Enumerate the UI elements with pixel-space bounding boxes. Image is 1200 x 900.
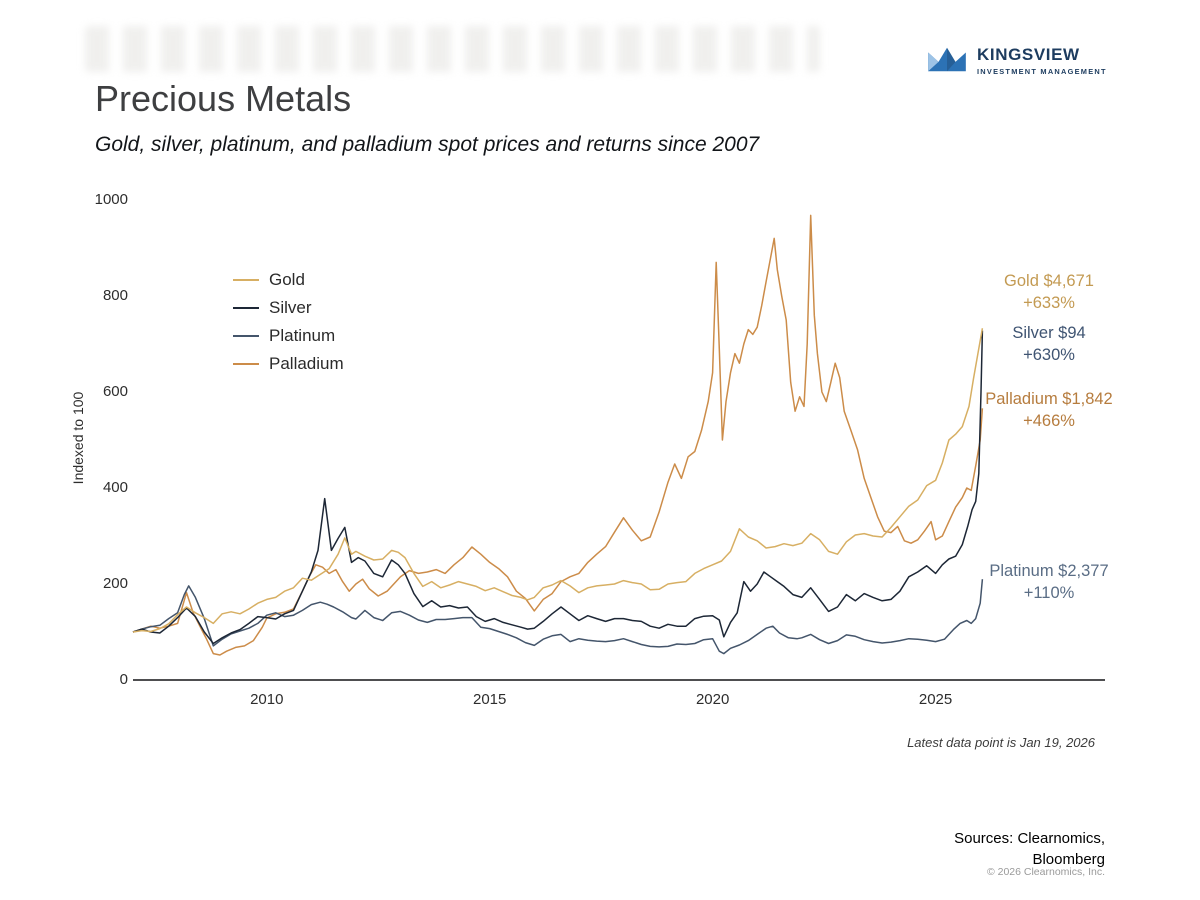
legend-item-gold: Gold — [233, 266, 344, 294]
copyright: © 2026 Clearnomics, Inc. — [986, 866, 1105, 878]
legend-label-palladium: Palladium — [269, 354, 344, 373]
legend-item-palladium: Palladium — [233, 350, 344, 378]
ghost-watermark — [85, 26, 820, 72]
sources-line2: Bloomberg — [1032, 851, 1105, 868]
legend-label-silver: Silver — [269, 298, 312, 317]
platinum-line-swatch — [233, 335, 259, 337]
y-tick-600: 600 — [102, 383, 128, 400]
legend-item-platinum: Platinum — [233, 322, 344, 350]
legend-label-platinum: Platinum — [269, 326, 336, 345]
annotation-platinum-change: +110% — [1023, 584, 1075, 602]
page-title: Precious Metals — [95, 78, 352, 119]
x-tick-2015: 2015 — [473, 691, 507, 708]
logo-text: KINGSVIEW INVESTMENT MANAGEMENT — [977, 45, 1107, 76]
annotation-palladium: Palladium $1,842 +466% — [983, 388, 1115, 432]
kingsview-logo: KINGSVIEW INVESTMENT MANAGEMENT — [925, 44, 1107, 76]
y-tick-0: 0 — [119, 671, 128, 688]
page-subtitle: Gold, silver, platinum, and palladium sp… — [95, 133, 760, 156]
x-axis-line — [133, 679, 1105, 681]
logo-name: KINGSVIEW — [977, 44, 1080, 64]
series-line-platinum — [132, 579, 984, 655]
annotation-platinum-value: Platinum $2,377 — [989, 562, 1109, 580]
y-tick-200: 200 — [102, 575, 128, 592]
kingsview-crown-icon — [928, 47, 966, 72]
gold-line-swatch — [233, 279, 259, 281]
x-tick-2010: 2010 — [250, 691, 284, 708]
logo-tagline: INVESTMENT MANAGEMENT — [977, 66, 1107, 76]
sources: Sources: Clearnomics, Bloomberg — [954, 828, 1105, 870]
annotation-silver-value: Silver $94 — [1012, 324, 1086, 342]
sources-line1: Sources: Clearnomics, — [954, 830, 1105, 847]
annotation-gold-value: Gold $4,671 — [1004, 272, 1094, 290]
annotation-silver: Silver $94 +630% — [983, 322, 1115, 366]
annotation-palladium-value: Palladium $1,842 — [985, 390, 1113, 408]
latest-data-note: Latest data point is Jan 19, 2026 — [907, 735, 1095, 750]
legend-label-gold: Gold — [269, 270, 305, 289]
annotation-gold: Gold $4,671 +633% — [983, 270, 1115, 314]
annotation-platinum: Platinum $2,377 +110% — [983, 560, 1115, 604]
annotation-silver-change: +630% — [1023, 346, 1075, 364]
palladium-line-swatch — [233, 363, 259, 365]
legend-item-silver: Silver — [233, 294, 344, 322]
silver-line-swatch — [233, 307, 259, 309]
y-tick-400: 400 — [102, 479, 128, 496]
x-tick-2020: 2020 — [695, 691, 730, 708]
chart-plot-area — [132, 214, 984, 656]
y-tick-800: 800 — [102, 287, 128, 304]
y-tick-1000: 1000 — [94, 191, 128, 208]
annotation-palladium-change: +466% — [1023, 412, 1075, 430]
legend: Gold Silver Platinum Palladium — [233, 266, 344, 378]
y-axis-label: Indexed to 100 — [70, 391, 86, 485]
x-tick-2025: 2025 — [918, 691, 953, 708]
annotation-gold-change: +633% — [1023, 294, 1075, 312]
series-line-gold — [132, 328, 984, 633]
series-line-silver — [132, 330, 984, 645]
